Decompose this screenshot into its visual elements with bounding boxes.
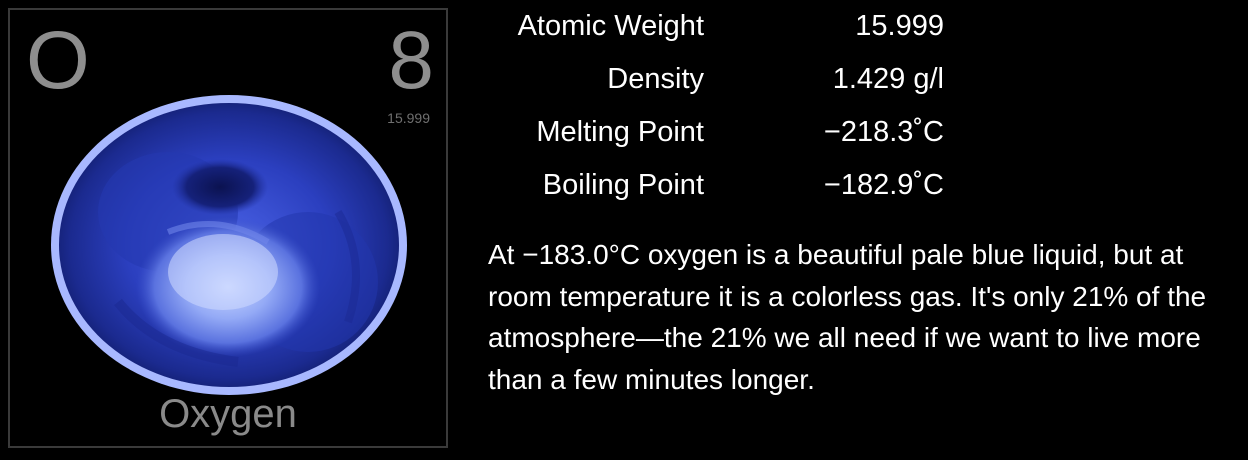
property-row: Boiling Point −182.9˚C — [460, 165, 980, 205]
property-label: Boiling Point — [542, 169, 704, 201]
dark-swirl — [172, 159, 268, 215]
property-label: Melting Point — [536, 116, 704, 148]
element-description: At −183.0°C oxygen is a beautiful pale b… — [488, 239, 1207, 395]
tile-atomic-weight: 15.999 — [387, 110, 430, 126]
property-row: Density 1.429 g/l — [460, 59, 980, 99]
element-name: Oxygen — [159, 392, 297, 436]
liquid-oxygen-photo — [51, 95, 407, 395]
property-value: −182.9˚C — [823, 169, 944, 201]
property-row: Melting Point −218.3˚C — [460, 112, 980, 152]
property-value: −218.3˚C — [823, 116, 944, 148]
property-label: Atomic Weight — [517, 10, 704, 42]
property-label: Density — [607, 63, 704, 95]
element-symbol: O — [26, 15, 90, 106]
atomic-number: 8 — [388, 15, 434, 106]
property-value: 15.999 — [855, 10, 944, 42]
element-tile: O 8 15.999 — [8, 8, 448, 448]
property-row: Atomic Weight 15.999 — [460, 6, 980, 46]
property-value: 1.429 g/l — [832, 63, 944, 95]
